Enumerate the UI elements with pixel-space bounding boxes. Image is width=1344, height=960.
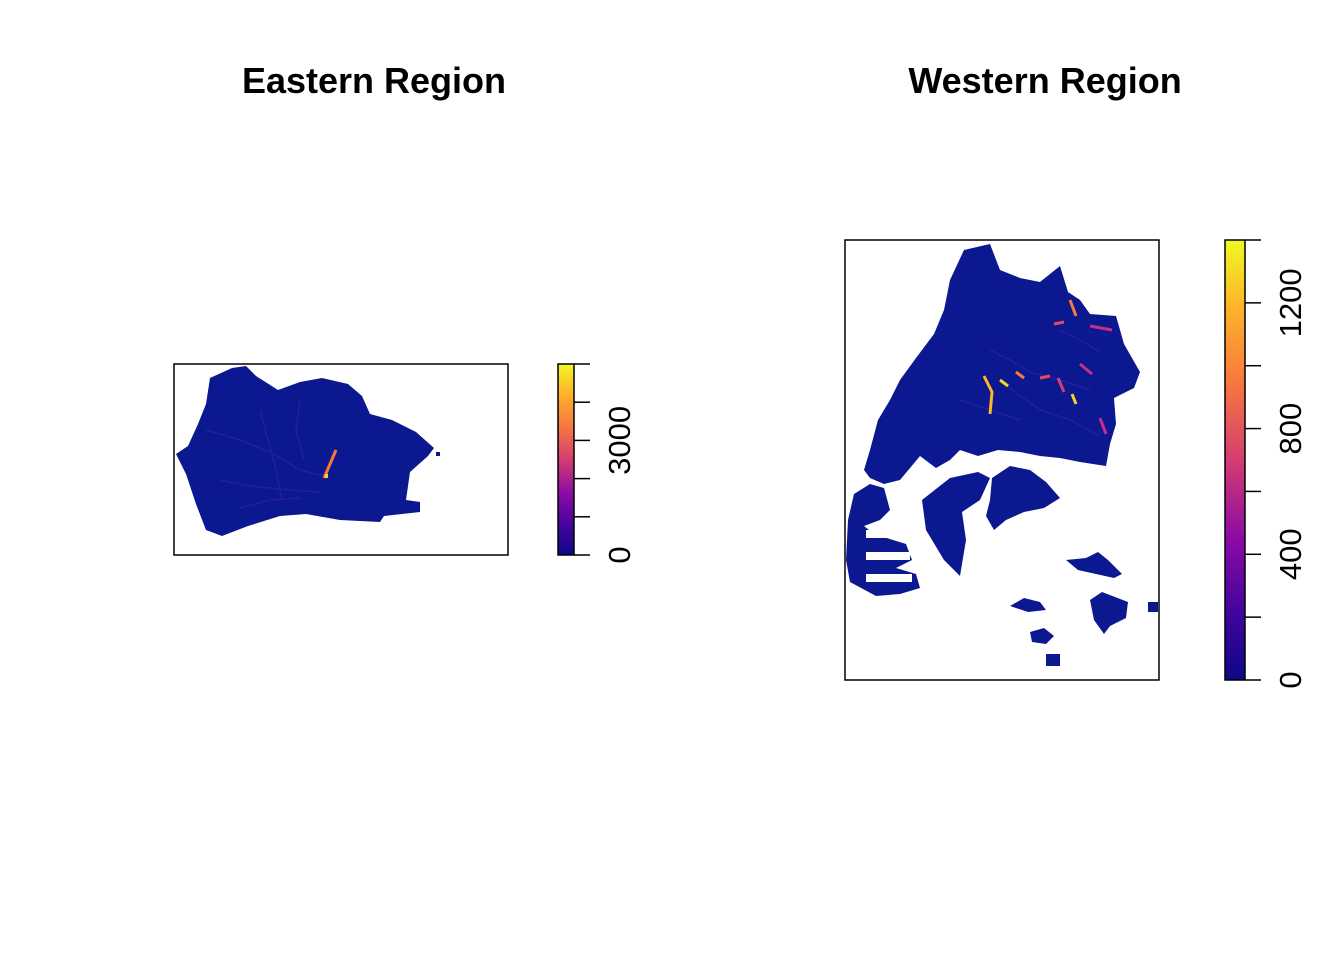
eastern-colorbar-tick-label: 0 [602, 546, 637, 563]
eastern-map [173, 363, 509, 556]
western-hotspots [982, 299, 1113, 435]
western-colorbar-ticks: 0 400 800 1200 [1245, 239, 1308, 689]
western-landmass-north [864, 244, 1140, 484]
eastern-legend: 0 3000 [557, 363, 637, 564]
panel-title-western: Western Region [908, 60, 1182, 101]
eastern-colorbar-tick-label: 3000 [602, 406, 637, 475]
western-colorbar-tick-label: 800 [1273, 403, 1308, 455]
western-landmass-island-a [986, 466, 1060, 530]
western-plot-frame [844, 239, 1160, 681]
western-small-island-3 [1090, 592, 1128, 634]
western-legend: 0 400 800 1200 [1224, 239, 1308, 689]
western-small-island-4 [1030, 628, 1054, 644]
eastern-colorbar-ticks: 0 3000 [574, 363, 637, 564]
eastern-colorbar [557, 363, 575, 556]
western-colorbar [1224, 239, 1246, 681]
eastern-plot-frame [173, 363, 509, 556]
western-map [844, 239, 1160, 681]
eastern-hotspot [322, 449, 338, 479]
eastern-landmass [176, 366, 434, 536]
western-small-island-1 [1066, 552, 1122, 578]
western-landmass-peninsula [922, 472, 990, 576]
western-landmass-west [846, 484, 920, 596]
panel-title-eastern: Eastern Region [241, 60, 507, 101]
western-small-island-2 [1010, 598, 1046, 612]
western-colorbar-tick-label: 1200 [1273, 268, 1308, 337]
western-colorbar-tick-label: 400 [1273, 528, 1308, 580]
western-colorbar-tick-label: 0 [1273, 671, 1308, 688]
